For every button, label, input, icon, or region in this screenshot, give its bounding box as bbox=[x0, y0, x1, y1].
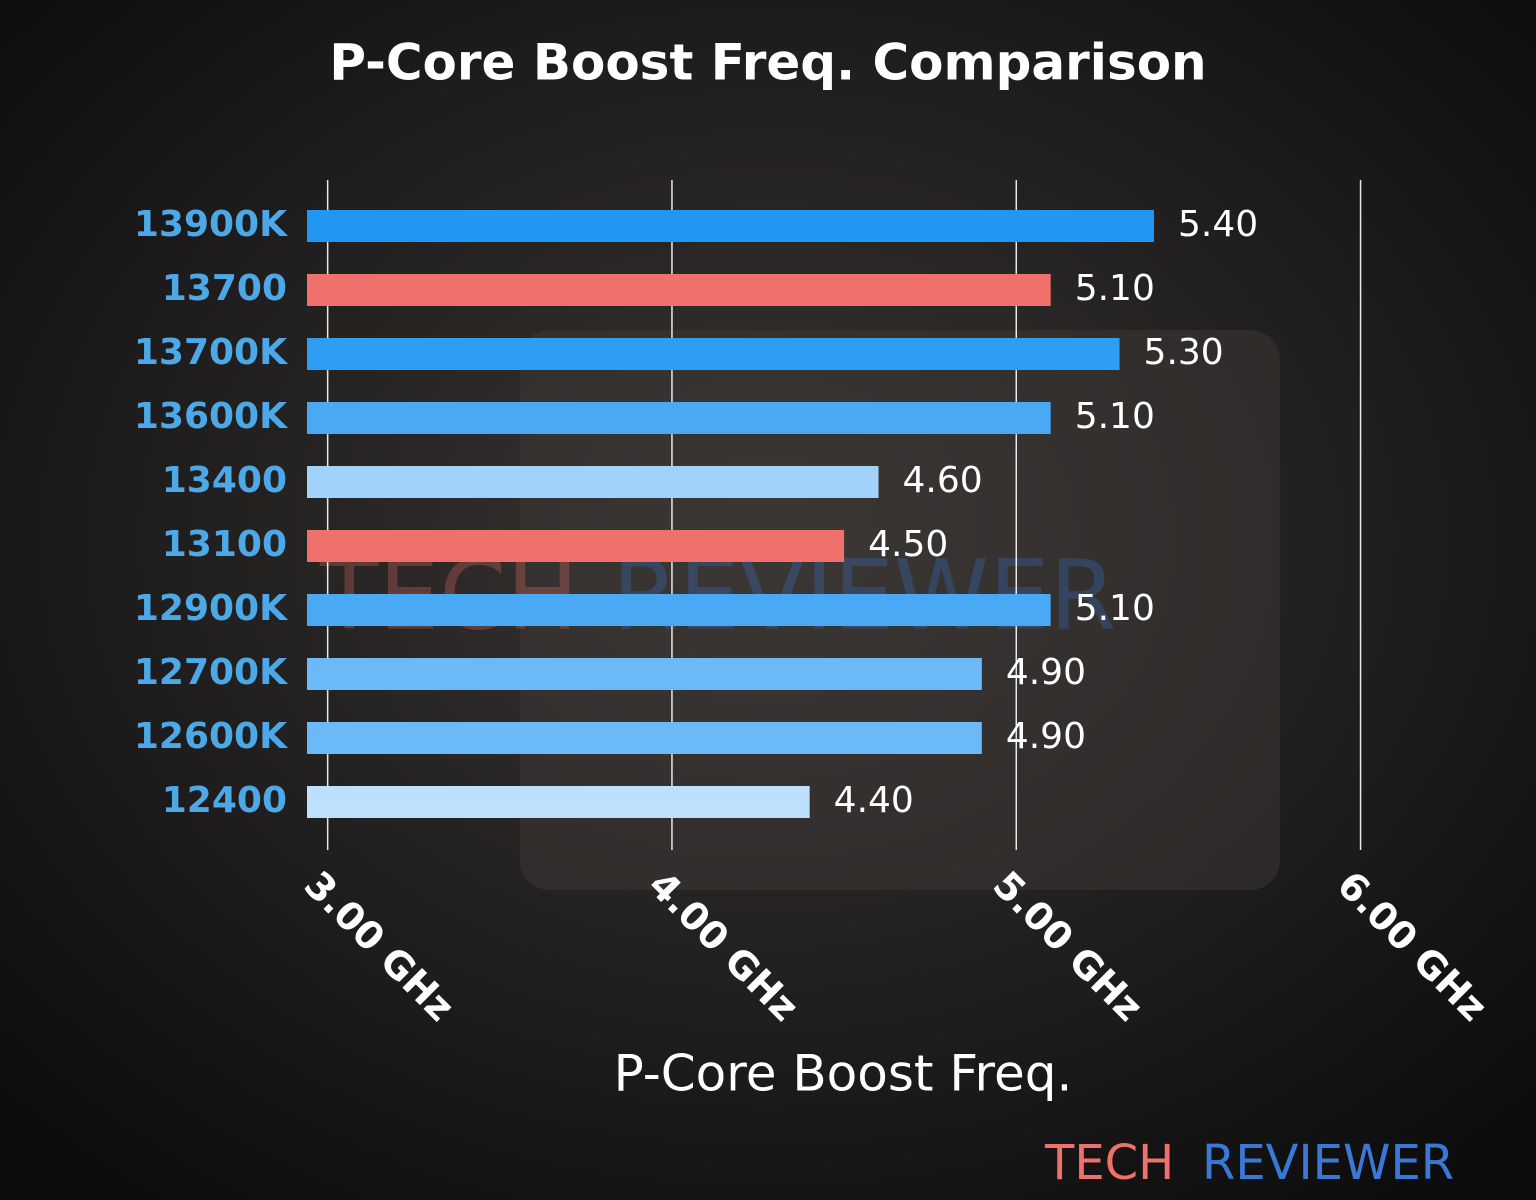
y-tick-label: 12600K bbox=[134, 716, 288, 757]
value-label: 4.40 bbox=[834, 780, 914, 821]
value-label: 4.50 bbox=[868, 524, 948, 565]
y-tick-label: 12400 bbox=[162, 780, 287, 821]
value-label: 4.90 bbox=[1006, 716, 1086, 757]
bar bbox=[307, 402, 1051, 434]
y-tick-label: 13400 bbox=[162, 460, 287, 501]
value-label: 5.10 bbox=[1075, 396, 1155, 437]
x-axis-label: P-Core Boost Freq. bbox=[614, 1045, 1073, 1103]
bar bbox=[307, 274, 1051, 306]
value-label: 4.60 bbox=[903, 460, 983, 501]
logo-reviewer: REVIEWER bbox=[1202, 1135, 1454, 1191]
bar bbox=[307, 530, 845, 562]
value-label: 5.10 bbox=[1075, 268, 1155, 309]
chart-title: P-Core Boost Freq. Comparison bbox=[329, 34, 1206, 92]
bar bbox=[307, 210, 1154, 242]
bar bbox=[307, 786, 810, 818]
value-label: 4.90 bbox=[1006, 652, 1086, 693]
y-tick-label: 13600K bbox=[134, 396, 288, 437]
bar bbox=[307, 338, 1120, 370]
value-label: 5.30 bbox=[1144, 332, 1224, 373]
bar bbox=[307, 466, 879, 498]
y-tick-label: 13900K bbox=[134, 204, 288, 245]
y-tick-label: 13700 bbox=[162, 268, 287, 309]
y-tick-label: 13100 bbox=[162, 524, 287, 565]
logo-tech: TECH bbox=[1044, 1135, 1174, 1191]
bar bbox=[307, 722, 982, 754]
value-label: 5.10 bbox=[1075, 588, 1155, 629]
y-tick-label: 13700K bbox=[134, 332, 288, 373]
y-tick-label: 12700K bbox=[134, 652, 288, 693]
y-tick-label: 12900K bbox=[134, 588, 288, 629]
value-label: 5.40 bbox=[1178, 204, 1258, 245]
bar bbox=[307, 594, 1051, 626]
bar bbox=[307, 658, 982, 690]
